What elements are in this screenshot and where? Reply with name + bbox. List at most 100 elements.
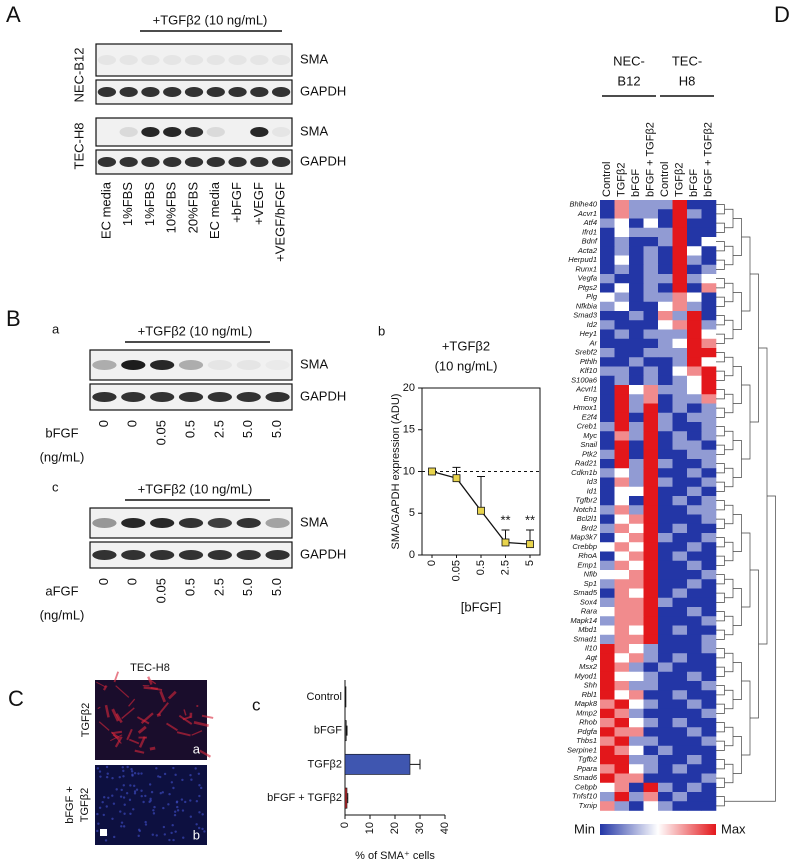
heatmap-cell — [701, 422, 717, 432]
dendrogram — [724, 430, 734, 451]
heatmap-cell — [701, 718, 717, 728]
heatmap-cell — [629, 551, 644, 562]
treatment-label: +TGFβ2 (10 ng/mL) — [138, 481, 253, 496]
heatmap-cell — [600, 616, 615, 626]
heatmap-cell — [658, 292, 673, 303]
nucleus — [203, 830, 206, 833]
point — [452, 474, 461, 483]
heatmap-cell — [672, 422, 688, 432]
heatmap-cell — [629, 412, 644, 423]
heatmap-cell — [643, 560, 659, 571]
blot-band — [92, 392, 117, 402]
heatmap-cell — [629, 283, 644, 293]
gene-label: Cdkn1b — [571, 468, 597, 477]
heatmap-cell — [701, 459, 717, 469]
heatmap-cell — [687, 514, 702, 525]
heatmap-cell — [600, 357, 615, 367]
heatmap-cell — [687, 283, 702, 293]
cell-line: NEC-B12 — [71, 48, 86, 103]
heatmap-cell — [687, 246, 702, 256]
heatmap-cell — [658, 690, 673, 700]
heatmap-cell — [701, 616, 717, 626]
blot-band — [141, 157, 160, 167]
fiber — [191, 730, 203, 736]
heatmap-cell — [672, 237, 688, 247]
column-label: TGFβ2 — [616, 163, 628, 197]
nucleus — [135, 788, 139, 791]
protein-label: SMA — [300, 514, 329, 529]
fiber — [143, 686, 158, 691]
heatmap-cell — [600, 542, 615, 552]
annotation: ** — [500, 512, 510, 527]
nucleus — [175, 801, 179, 804]
heatmap-cell — [687, 496, 702, 506]
nucleus — [140, 794, 143, 798]
heatmap-cell — [701, 588, 717, 599]
legend-min: Min — [574, 821, 595, 836]
heatmap-cell — [672, 274, 688, 284]
heatmap-cell — [629, 227, 644, 238]
dendrogram — [716, 648, 725, 659]
heatmap-cell — [614, 486, 630, 497]
gene-label: Ppara — [577, 764, 597, 773]
heatmap-cell — [658, 227, 673, 238]
nucleus — [163, 833, 167, 836]
heatmap-cell — [672, 320, 688, 330]
heatmap-cell — [643, 431, 659, 441]
heatmap-cell — [658, 385, 673, 395]
heatmap-cell — [701, 607, 717, 617]
lane-label: 0 — [125, 420, 140, 427]
error-bar — [346, 725, 348, 736]
dendrogram — [724, 652, 734, 673]
heatmap-cell — [614, 801, 630, 811]
heatmap-cell — [658, 246, 673, 256]
heatmap-cell — [658, 200, 673, 210]
heatmap-cell — [672, 523, 688, 534]
dendrogram — [716, 703, 725, 714]
nucleus — [129, 812, 132, 815]
heatmap-cell — [643, 209, 659, 219]
dendrogram — [733, 366, 742, 404]
nucleus — [111, 794, 114, 797]
nucleus — [115, 788, 118, 791]
heatmap-cell — [687, 653, 702, 663]
heatmap-cell — [600, 681, 615, 691]
dendrogram — [724, 467, 734, 488]
dendrogram — [716, 296, 725, 307]
condition-label: TGFβ2 — [79, 788, 91, 822]
protein-label: GAPDH — [300, 83, 346, 98]
color-bar — [600, 824, 716, 835]
bar — [344, 787, 348, 809]
nucleus — [182, 836, 185, 839]
heatmap-cell — [687, 422, 702, 432]
fiber — [176, 731, 191, 737]
heatmap-cell — [701, 801, 717, 811]
fiber — [183, 709, 187, 716]
heatmap-cell — [614, 718, 630, 728]
heatmap-cell — [701, 394, 717, 404]
nucleus — [104, 839, 108, 842]
nucleus — [126, 765, 129, 769]
gene-label: RhoA — [578, 551, 597, 560]
heatmap-cell — [600, 431, 615, 441]
heatmap-cell — [658, 755, 673, 765]
heatmap-cell — [701, 792, 717, 802]
heatmap-cell — [687, 311, 702, 321]
gene-label: Myc — [583, 431, 597, 440]
nucleus — [120, 821, 124, 824]
heatmap-cell — [658, 625, 673, 636]
dendrogram — [724, 245, 734, 266]
heatmap-cell — [701, 579, 717, 589]
heatmap-cell — [614, 514, 630, 525]
heatmap-cell — [629, 375, 644, 386]
dendrogram — [716, 740, 725, 751]
panel-letter: C — [8, 686, 24, 711]
blot-band — [236, 360, 261, 370]
heatmap-cell — [672, 366, 688, 377]
nucleus — [113, 835, 116, 839]
heatmap-cell — [687, 200, 702, 210]
heatmap-cell — [629, 403, 644, 414]
heatmap-cell — [629, 264, 644, 275]
heatmap-cell — [701, 745, 717, 756]
gene-label: Hey1 — [579, 329, 597, 338]
